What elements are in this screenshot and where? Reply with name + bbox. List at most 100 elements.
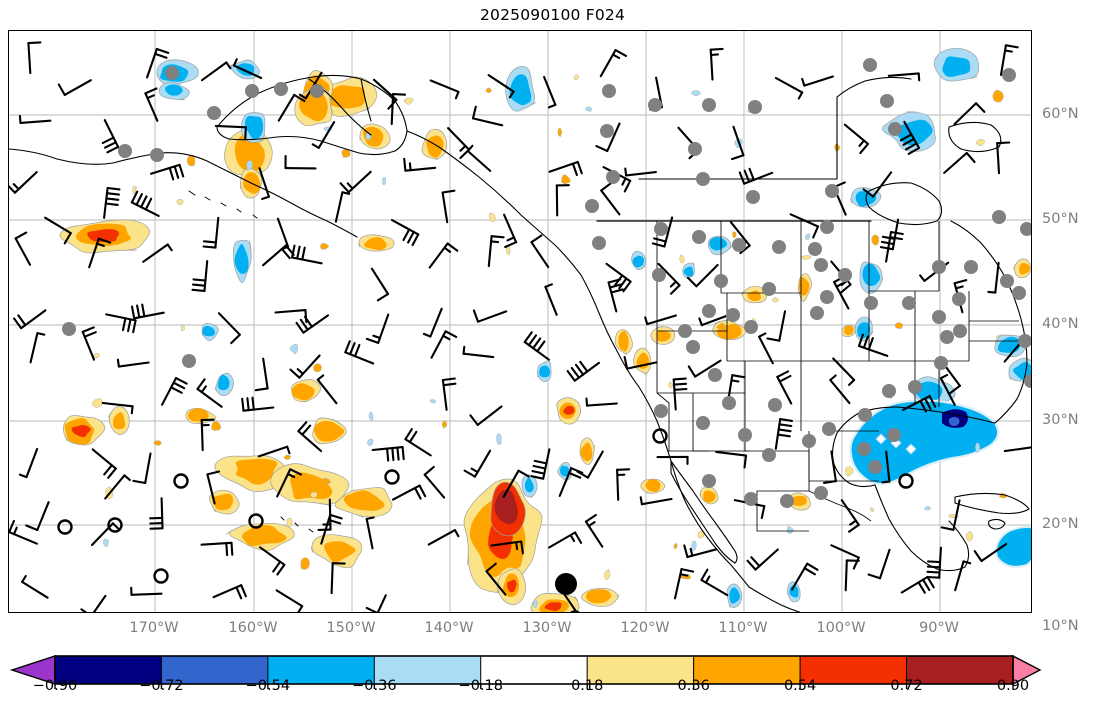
station-marker[interactable] <box>245 84 259 98</box>
colorbar-segment-1[interactable] <box>160 655 269 685</box>
station-marker[interactable] <box>744 492 758 506</box>
station-marker[interactable] <box>150 148 164 162</box>
station-marker[interactable] <box>934 356 948 370</box>
station-marker[interactable] <box>780 494 794 508</box>
filled-circle-marker[interactable] <box>555 573 577 595</box>
open-circle-marker[interactable] <box>153 568 169 584</box>
station-marker[interactable] <box>857 442 871 456</box>
station-marker[interactable] <box>600 124 614 138</box>
station-marker[interactable] <box>688 142 702 156</box>
station-marker[interactable] <box>182 354 196 368</box>
station-marker[interactable] <box>654 222 668 236</box>
station-marker[interactable] <box>838 268 852 282</box>
station-marker[interactable] <box>62 322 76 336</box>
open-circle-marker[interactable] <box>248 513 264 529</box>
station-marker[interactable] <box>708 368 722 382</box>
station-marker[interactable] <box>652 268 666 282</box>
station-marker[interactable] <box>825 184 839 198</box>
station-marker[interactable] <box>1002 68 1016 82</box>
station-marker[interactable] <box>864 296 878 310</box>
station-marker[interactable] <box>702 474 716 488</box>
station-marker[interactable] <box>863 58 877 72</box>
colorbar-segment-4[interactable] <box>480 655 588 685</box>
open-circle-marker[interactable] <box>652 428 668 444</box>
station-marker[interactable] <box>908 380 922 394</box>
station-marker[interactable] <box>726 308 740 322</box>
station-marker[interactable] <box>1012 286 1026 300</box>
station-marker[interactable] <box>858 408 872 422</box>
station-marker[interactable] <box>602 84 616 98</box>
station-marker[interactable] <box>887 428 901 442</box>
station-marker[interactable] <box>748 100 762 114</box>
station-marker[interactable] <box>1018 334 1031 348</box>
station-marker[interactable] <box>762 448 776 462</box>
map-panel[interactable] <box>8 30 1032 613</box>
colorbar-segment-3[interactable] <box>373 655 482 685</box>
lon-tick-3: 140°W <box>424 620 474 636</box>
colorbar[interactable] <box>0 652 1105 712</box>
station-marker[interactable] <box>888 122 902 136</box>
station-marker[interactable] <box>868 460 882 474</box>
station-marker[interactable] <box>692 230 706 244</box>
open-circle-marker[interactable] <box>57 519 73 535</box>
colorbar-segment-2[interactable] <box>267 655 375 685</box>
station-marker[interactable] <box>606 170 620 184</box>
station-marker[interactable] <box>648 98 662 112</box>
station-marker[interactable] <box>744 320 758 334</box>
open-circle-marker[interactable] <box>569 610 582 613</box>
station-marker[interactable] <box>1000 274 1014 288</box>
station-marker[interactable] <box>585 199 599 213</box>
station-marker[interactable] <box>732 238 746 252</box>
station-marker[interactable] <box>696 172 710 186</box>
station-marker[interactable] <box>686 340 700 354</box>
station-marker[interactable] <box>678 324 692 338</box>
station-marker[interactable] <box>310 84 324 98</box>
station-marker[interactable] <box>882 384 896 398</box>
station-marker[interactable] <box>902 296 916 310</box>
station-marker[interactable] <box>165 66 179 80</box>
station-marker[interactable] <box>1020 222 1031 236</box>
station-marker[interactable] <box>808 242 822 256</box>
station-marker[interactable] <box>932 310 946 324</box>
station-marker[interactable] <box>820 290 834 304</box>
station-marker[interactable] <box>696 416 710 430</box>
colorbar-tick-label-4: −0.18 <box>458 678 503 694</box>
station-marker[interactable] <box>722 396 736 410</box>
station-marker[interactable] <box>814 486 828 500</box>
station-marker[interactable] <box>738 428 752 442</box>
station-marker[interactable] <box>654 404 668 418</box>
station-marker[interactable] <box>820 220 834 234</box>
station-marker[interactable] <box>274 82 288 96</box>
station-marker[interactable] <box>940 330 954 344</box>
colorbar-segment-6[interactable] <box>693 655 801 685</box>
colorbar-swatches[interactable] <box>0 652 1105 692</box>
station-marker[interactable] <box>1024 374 1031 388</box>
station-marker[interactable] <box>814 258 828 272</box>
station-marker[interactable] <box>953 324 967 338</box>
open-circle-marker[interactable] <box>107 517 123 533</box>
station-marker[interactable] <box>880 94 894 108</box>
station-marker[interactable] <box>207 106 221 120</box>
station-marker[interactable] <box>964 260 978 274</box>
open-circle-marker[interactable] <box>898 473 914 489</box>
station-marker[interactable] <box>714 274 728 288</box>
station-marker[interactable] <box>118 144 132 158</box>
station-marker[interactable] <box>746 190 760 204</box>
station-marker[interactable] <box>772 240 786 254</box>
station-marker[interactable] <box>762 282 776 296</box>
open-circle-marker[interactable] <box>173 473 189 489</box>
colorbar-segment-8[interactable] <box>906 655 1014 685</box>
station-marker[interactable] <box>702 98 716 112</box>
station-marker[interactable] <box>932 260 946 274</box>
colorbar-segment-5[interactable] <box>586 655 695 685</box>
station-marker[interactable] <box>702 304 716 318</box>
station-marker[interactable] <box>810 306 824 320</box>
station-marker[interactable] <box>592 236 606 250</box>
station-marker[interactable] <box>822 422 836 436</box>
station-marker[interactable] <box>768 398 782 412</box>
station-marker[interactable] <box>802 434 816 448</box>
open-circle-marker[interactable] <box>384 469 400 485</box>
station-marker[interactable] <box>992 210 1006 224</box>
station-marker[interactable] <box>952 292 966 306</box>
